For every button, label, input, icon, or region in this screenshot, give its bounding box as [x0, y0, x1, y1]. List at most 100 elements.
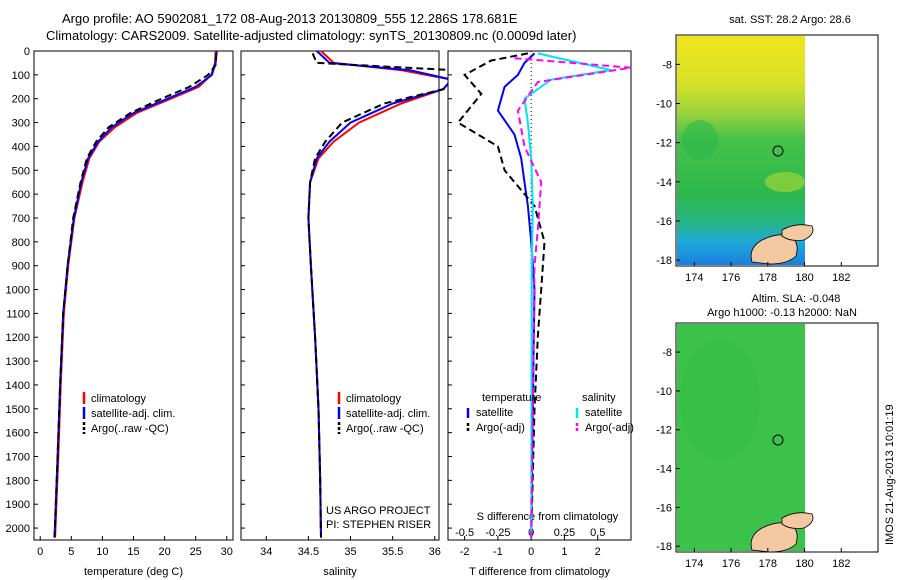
salinity-x-tick-label: 35.5 — [382, 546, 403, 558]
temperature-x-tick-label: 20 — [158, 546, 170, 558]
temperature-y-tick-label: 1600 — [6, 428, 30, 440]
difference-top-tick-label: 0.25 — [554, 527, 575, 539]
map-y-tick-label: -18 — [656, 255, 672, 267]
temperature-y-tick-label: 1100 — [6, 308, 30, 320]
temperature-y-tick-label: 700 — [12, 213, 30, 225]
temperature-y-tick-label: 100 — [12, 70, 30, 82]
map-x-tick-label: 182 — [832, 558, 850, 570]
map-y-tick-label: -12 — [656, 425, 672, 437]
sla-map-panel: Altim. SLA: -0.048 Argo h1000: -0.13 h20… — [675, 293, 879, 553]
temperature-legend-label: satellite-adj. clim. — [91, 408, 175, 420]
map-y-tick-label: -16 — [656, 502, 672, 514]
temperature-y-tick-label: 800 — [12, 237, 30, 249]
difference-top-axis-label: S difference from climatology — [477, 511, 619, 523]
map-y-tick-label: -8 — [662, 347, 672, 359]
map-y-tick-label: -10 — [656, 99, 672, 111]
temperature-y-tick-label: 1200 — [6, 332, 30, 344]
difference-x-tick-label: 2 — [595, 546, 601, 558]
difference-panel: -2 -1 0 1 2 T difference from climatology -0.5… — [447, 50, 634, 578]
temperature-y-tick-label: 0 — [24, 46, 30, 58]
sst-map-warm-patch — [765, 172, 805, 192]
temperature-x-tick-label: 25 — [190, 546, 202, 558]
temperature-y-tick-label: 1800 — [6, 475, 30, 487]
difference-top-tick-label: 0.5 — [590, 527, 605, 539]
sst-map-cool-patch — [682, 120, 718, 160]
salinity-x-axis-label: salinity — [323, 566, 357, 578]
temperature-x-tick-label: 5 — [68, 546, 74, 558]
salinity-x-tick-label: 34.5 — [298, 546, 319, 558]
difference-legend-label: Argo(-adj) — [476, 422, 525, 434]
difference-top-tick-label: -0.5 — [455, 527, 474, 539]
temperature-y-tick-label: 1300 — [6, 356, 30, 368]
title-line-2: Climatology: CARS2009. Satellite-adjuste… — [46, 28, 576, 43]
difference-x-tick-label: 1 — [561, 546, 567, 558]
temperature-x-tick-label: 0 — [37, 546, 43, 558]
temperature-legend-label: climatology — [91, 393, 147, 405]
difference-legend-label: Argo(-adj) — [585, 422, 634, 434]
map-x-tick-label: 176 — [722, 558, 740, 570]
difference-plot-frame — [447, 50, 632, 541]
map-x-tick-label: 178 — [759, 558, 777, 570]
temperature-y-tick-label: 1700 — [6, 452, 30, 464]
difference-legend-title: salinity — [582, 392, 616, 404]
salinity-x-tick-label: 36 — [429, 546, 441, 558]
temperature-y-tick-label: 900 — [12, 261, 30, 273]
temperature-plot-frame — [33, 50, 234, 541]
sla-map-title-1: Altim. SLA: -0.048 — [752, 293, 841, 305]
salinity-legend-label: Argo(..raw -QC) — [346, 423, 424, 435]
difference-legend-label: satellite — [476, 407, 513, 419]
difference-legend-title: temperature — [482, 392, 541, 404]
salinity-annotation: US ARGO PROJECT — [326, 505, 431, 517]
sla-argo-position-marker — [772, 434, 784, 446]
salinity-legend-label: climatology — [346, 393, 402, 405]
salinity-legend-label: satellite-adj. clim. — [346, 408, 430, 420]
title-line-1: Argo profile: AO 5902081_172 08-Aug-2013… — [62, 11, 518, 26]
map-y-tick-label: -14 — [656, 464, 672, 476]
map-y-tick-label: -14 — [656, 177, 672, 189]
salinity-x-tick-label: 34 — [260, 546, 272, 558]
difference-legend-label: satellite — [585, 407, 622, 419]
sst-map-title: sat. SST: 28.2 Argo: 28.6 — [729, 14, 851, 26]
sst-map-panel: sat. SST: 28.2 Argo: 28.6 — [675, 14, 879, 267]
sla-map-title-2: Argo h1000: -0.13 h2000: NaN — [707, 307, 857, 319]
sst-argo-position-marker — [772, 145, 784, 157]
temperature-y-tick-label: 1400 — [6, 380, 30, 392]
series-line-argo-raw-qc- — [307, 52, 462, 538]
temperature-y-tick-label: 300 — [12, 118, 30, 130]
temperature-x-axis-label: temperature (deg C) — [84, 566, 183, 578]
salinity-panel: 34 34.5 35 35.5 36 salinity climatology satelli… — [240, 50, 462, 578]
map-y-tick-label: -12 — [656, 138, 672, 150]
temperature-y-tick-label: 400 — [12, 141, 30, 153]
series-line-temperature-argo-adj- — [456, 52, 546, 538]
temperature-y-tick-label: 500 — [12, 165, 30, 177]
difference-x-tick-label: -2 — [460, 546, 470, 558]
temperature-y-tick-label: 1000 — [6, 285, 30, 297]
temperature-y-tick-label: 1900 — [6, 499, 30, 511]
map-x-tick-label: 182 — [832, 272, 850, 284]
temperature-y-tick-label: 1500 — [6, 404, 30, 416]
temperature-y-tick-label: 600 — [12, 189, 30, 201]
sla-map-island-2 — [781, 512, 814, 529]
temperature-y-tick-label: 200 — [12, 94, 30, 106]
map-y-tick-label: -8 — [662, 59, 672, 71]
sst-map-island-2 — [781, 224, 814, 241]
map-x-tick-label: 180 — [795, 272, 813, 284]
side-stamp: IMOS 21-Aug-2013 10:01:19 — [884, 404, 896, 545]
difference-x-axis-label: T difference from climatology — [469, 566, 610, 578]
temperature-legend-label: Argo(..raw -QC) — [91, 423, 169, 435]
map-x-tick-label: 180 — [795, 558, 813, 570]
map-x-tick-label: 178 — [759, 272, 777, 284]
difference-top-tick-label: -0.25 — [485, 527, 510, 539]
map-x-tick-label: 174 — [685, 272, 703, 284]
temperature-panel: 0 5 10 15 20 25 30 temperature (deg C) 0 100 200 30… — [6, 46, 234, 578]
difference-x-tick-label: -1 — [493, 546, 503, 558]
map-y-tick-label: -10 — [656, 386, 672, 398]
map-x-tick-label: 174 — [685, 558, 703, 570]
series-line-salinity-argo-adj- — [514, 57, 632, 538]
difference-x-tick-label: 0 — [528, 546, 534, 558]
map-ticks: 174 176 178 180 182 -8 -10 -12 -14 -16 -18 174 176 17… — [656, 59, 850, 570]
temperature-x-tick-label: 10 — [96, 546, 108, 558]
map-y-tick-label: -16 — [656, 216, 672, 228]
salinity-x-tick-label: 35 — [344, 546, 356, 558]
